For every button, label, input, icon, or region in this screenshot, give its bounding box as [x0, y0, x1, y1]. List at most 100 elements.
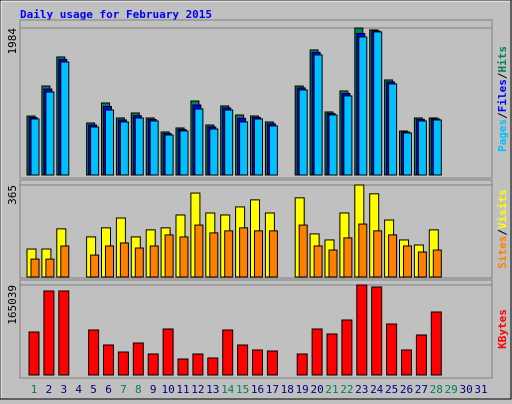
bar	[268, 230, 278, 278]
bar	[60, 61, 70, 176]
legend-separator: /	[496, 112, 509, 119]
bar	[90, 126, 100, 176]
x-tick-label: 1	[31, 383, 38, 396]
x-tick-label: 7	[120, 383, 127, 396]
bar	[373, 230, 383, 278]
x-tick-label: 17	[266, 383, 279, 396]
bar	[296, 353, 308, 376]
legend-entry: Visits	[496, 189, 509, 229]
bar	[268, 125, 278, 176]
x-tick-label: 4	[75, 383, 82, 396]
bar	[401, 349, 412, 376]
bar	[30, 118, 40, 176]
chart-title: Daily usage for February 2015	[20, 8, 212, 21]
bar	[432, 249, 442, 278]
legend-entry: KBytes	[496, 309, 509, 349]
x-tick-label: 12	[191, 383, 204, 396]
bar	[194, 108, 204, 176]
bar	[117, 351, 129, 376]
x-tick-label: 24	[370, 383, 384, 396]
bar	[90, 254, 100, 278]
x-tick-label: 10	[161, 383, 174, 396]
bar	[162, 328, 174, 376]
x-tick-label: 30	[459, 383, 472, 396]
bar	[388, 234, 398, 278]
x-tick-label: 19	[296, 383, 309, 396]
x-tick-label: 27	[415, 383, 428, 396]
bar	[328, 249, 338, 278]
x-tick-label: 28	[430, 383, 443, 396]
legend-separator: /	[496, 72, 509, 79]
bar	[417, 251, 427, 278]
x-tick-label: 15	[236, 383, 249, 396]
bar	[266, 350, 278, 376]
x-tick-label: 11	[176, 383, 189, 396]
x-tick-label: 20	[310, 383, 323, 396]
bar	[43, 290, 55, 376]
legend: Pages/Files/Hits	[496, 46, 509, 152]
bar	[254, 118, 263, 176]
bar	[58, 290, 70, 376]
bar	[371, 286, 383, 376]
bar	[147, 353, 159, 376]
x-tick-label: 8	[135, 383, 142, 396]
bar	[252, 349, 263, 376]
legend: Sites/Visits	[496, 189, 509, 269]
legend-separator: /	[496, 229, 509, 236]
bar	[132, 342, 144, 376]
x-tick-label: 31	[474, 383, 487, 396]
bar	[119, 242, 129, 278]
bar	[298, 89, 308, 176]
bar	[373, 31, 383, 176]
bar	[209, 232, 219, 278]
x-tick-label: 23	[355, 383, 368, 396]
bar	[207, 357, 219, 376]
bar	[388, 83, 398, 176]
x-tick-label: 6	[105, 383, 112, 396]
bar	[88, 329, 100, 376]
bar	[313, 245, 323, 278]
x-tick-label: 21	[325, 383, 338, 396]
bar	[356, 284, 368, 376]
bar	[432, 119, 442, 176]
bar	[386, 323, 398, 376]
bar	[239, 121, 249, 176]
x-tick-label: 13	[206, 383, 219, 396]
x-tick-label: 14	[221, 383, 235, 396]
x-tick-label: 22	[340, 383, 353, 396]
bar	[341, 319, 353, 376]
bar	[30, 258, 40, 278]
x-tick-label: 26	[400, 383, 413, 396]
bar	[149, 245, 159, 278]
bar	[403, 245, 412, 278]
x-tick-label: 5	[90, 383, 97, 396]
legend-entry: Pages	[496, 119, 509, 152]
bar	[45, 91, 55, 176]
legend-entry: Sites	[496, 236, 509, 269]
bar	[343, 95, 353, 176]
bar	[194, 224, 204, 278]
bar	[192, 353, 204, 376]
y-tick-label: 365	[6, 185, 19, 205]
bar	[45, 258, 55, 278]
bar	[28, 331, 40, 376]
bar	[326, 333, 338, 376]
bar	[239, 227, 249, 278]
bar	[164, 134, 174, 176]
bar	[134, 247, 144, 278]
bar	[311, 328, 323, 376]
bar	[164, 234, 174, 278]
bar	[415, 334, 427, 376]
legend-entry: Hits	[496, 46, 509, 73]
bar	[179, 236, 189, 278]
bar	[179, 130, 189, 176]
bar	[177, 358, 189, 376]
y-tick-label: 1984	[6, 28, 19, 55]
bar	[105, 109, 114, 176]
x-tick-label: 16	[251, 383, 264, 396]
legend: KBytes	[496, 309, 509, 349]
bar	[343, 237, 353, 278]
bar	[222, 329, 234, 376]
bar	[358, 223, 368, 278]
